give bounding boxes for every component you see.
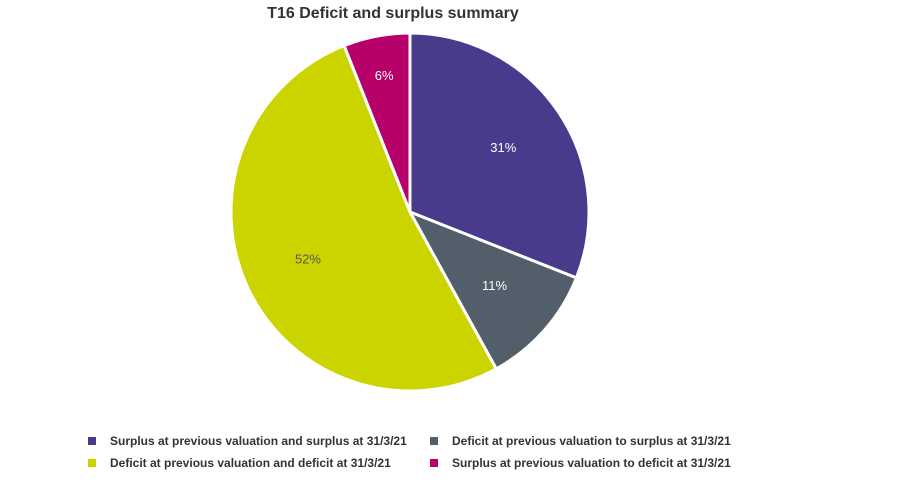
legend-label: Deficit at previous valuation to surplus… bbox=[452, 434, 731, 448]
legend-swatch-icon bbox=[88, 459, 96, 467]
slice-value-label: 6% bbox=[375, 68, 394, 83]
legend-item-surplus-deficit[interactable]: Surplus at previous valuation to deficit… bbox=[430, 455, 790, 471]
pie-slice[interactable] bbox=[408, 31, 591, 280]
pie-chart: 31% 11% 52% 6% bbox=[229, 31, 591, 393]
pie-slice[interactable] bbox=[229, 44, 498, 393]
legend-swatch-icon bbox=[88, 437, 96, 445]
chart-legend: Surplus at previous valuation and surplu… bbox=[88, 433, 808, 471]
chart-title: T16 Deficit and surplus summary bbox=[267, 5, 519, 22]
legend-item-deficit-surplus[interactable]: Deficit at previous valuation to surplus… bbox=[430, 433, 790, 449]
legend-item-deficit-deficit[interactable]: Deficit at previous valuation and defici… bbox=[88, 455, 430, 471]
pie-slice[interactable] bbox=[408, 210, 578, 371]
slice-value-label: 31% bbox=[490, 140, 516, 155]
legend-swatch-icon bbox=[430, 437, 438, 445]
legend-label: Deficit at previous valuation and defici… bbox=[110, 456, 391, 470]
legend-label: Surplus at previous valuation to deficit… bbox=[452, 456, 731, 470]
slice-value-label: 52% bbox=[295, 251, 321, 266]
legend-item-surplus-surplus[interactable]: Surplus at previous valuation and surplu… bbox=[88, 433, 430, 449]
slice-value-label: 11% bbox=[482, 278, 507, 293]
pie-slice[interactable] bbox=[342, 31, 412, 214]
legend-label: Surplus at previous valuation and surplu… bbox=[110, 434, 407, 448]
legend-swatch-icon bbox=[430, 459, 438, 467]
